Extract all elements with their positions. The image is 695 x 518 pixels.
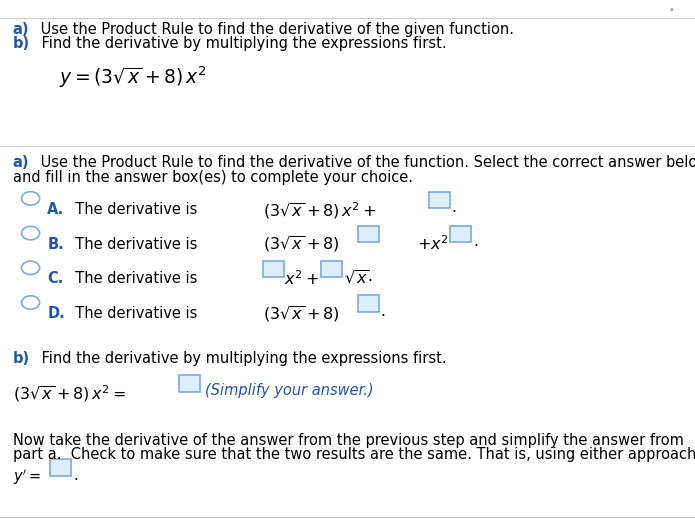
Text: $+x^2$: $+x^2$ xyxy=(417,234,448,253)
Text: .: . xyxy=(381,304,386,319)
Text: $y = (3\sqrt{x}+8)\,x^2$: $y = (3\sqrt{x}+8)\,x^2$ xyxy=(59,64,207,90)
Text: Find the derivative by multiplying the expressions first.: Find the derivative by multiplying the e… xyxy=(38,351,447,366)
FancyBboxPatch shape xyxy=(450,226,471,242)
Text: The derivative is: The derivative is xyxy=(66,271,197,286)
Text: The derivative is: The derivative is xyxy=(66,306,197,321)
Text: C.: C. xyxy=(47,271,64,286)
FancyBboxPatch shape xyxy=(50,459,71,476)
Text: •: • xyxy=(669,5,674,15)
Text: $(3\sqrt{x}+8)$: $(3\sqrt{x}+8)$ xyxy=(263,234,339,254)
FancyBboxPatch shape xyxy=(179,375,200,392)
Text: $y' =$: $y' =$ xyxy=(13,468,41,487)
Text: $x^2+$: $x^2+$ xyxy=(284,269,318,287)
Text: .: . xyxy=(452,200,457,215)
Text: Now take the derivative of the answer from the previous step and simplify the an: Now take the derivative of the answer fr… xyxy=(13,433,683,448)
Text: a): a) xyxy=(13,22,29,37)
Text: Use the Product Rule to find the derivative of the function. Select the correct : Use the Product Rule to find the derivat… xyxy=(36,155,695,170)
FancyBboxPatch shape xyxy=(263,261,284,277)
Text: Find the derivative by multiplying the expressions first.: Find the derivative by multiplying the e… xyxy=(38,36,447,51)
Text: .: . xyxy=(473,234,478,249)
Text: and fill in the answer box(es) to complete your choice.: and fill in the answer box(es) to comple… xyxy=(13,170,413,185)
Text: $(3\sqrt{x}+8)$: $(3\sqrt{x}+8)$ xyxy=(263,304,339,324)
Text: The derivative is: The derivative is xyxy=(66,202,197,217)
Text: $(3\sqrt{x}+8)\,x^2+$: $(3\sqrt{x}+8)\,x^2+$ xyxy=(263,200,376,221)
Text: a): a) xyxy=(13,155,29,170)
FancyBboxPatch shape xyxy=(429,192,450,208)
Text: B.: B. xyxy=(47,237,64,252)
Text: b): b) xyxy=(13,351,30,366)
Text: $\sqrt{x}$: $\sqrt{x}$ xyxy=(344,269,370,286)
Text: Use the Product Rule to find the derivative of the given function.: Use the Product Rule to find the derivat… xyxy=(36,22,514,37)
Text: part a.  Check to make sure that the two results are the same. That is, using ei: part a. Check to make sure that the two … xyxy=(13,447,695,462)
FancyBboxPatch shape xyxy=(358,295,379,312)
Text: D.: D. xyxy=(47,306,65,321)
Text: .: . xyxy=(367,269,372,284)
Text: A.: A. xyxy=(47,202,65,217)
Text: (Simplify your answer.): (Simplify your answer.) xyxy=(205,383,374,398)
Text: The derivative is: The derivative is xyxy=(66,237,197,252)
Text: $(3\sqrt{x}+8)\,x^2 =$: $(3\sqrt{x}+8)\,x^2 =$ xyxy=(13,383,126,404)
Text: .: . xyxy=(73,468,78,483)
FancyBboxPatch shape xyxy=(358,226,379,242)
Text: b): b) xyxy=(13,36,30,51)
FancyBboxPatch shape xyxy=(321,261,342,277)
